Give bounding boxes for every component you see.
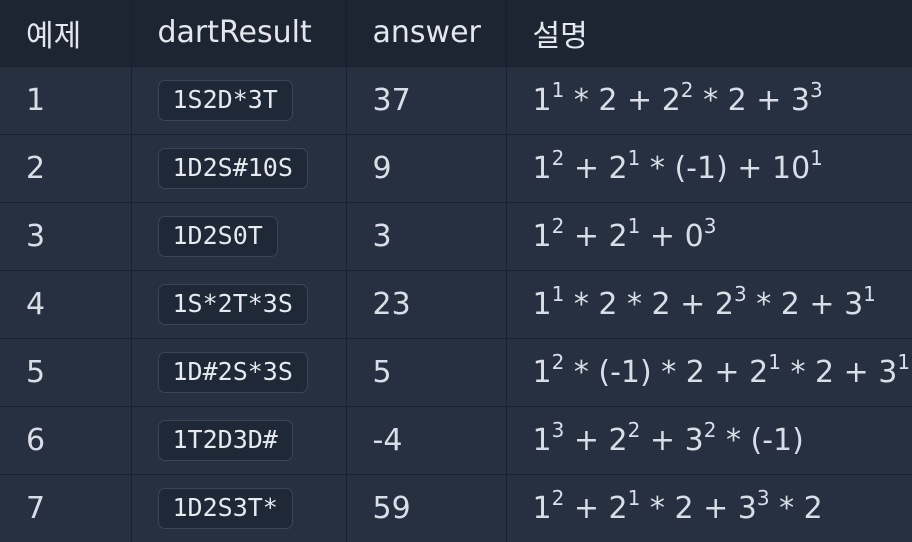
header-explanation: 설명 xyxy=(506,0,912,67)
explanation-formula: 12 + 21 * 2 + 33 * 2 xyxy=(532,485,823,526)
explanation-formula: 13 + 22 + 32 * (-1) xyxy=(532,417,804,458)
example-number: 6 xyxy=(0,406,132,475)
exponent: 3 xyxy=(756,485,770,510)
exponent: 2 xyxy=(551,213,565,238)
example-number: 1 xyxy=(0,66,132,135)
example-number: 2 xyxy=(0,134,132,203)
exponent: 1 xyxy=(863,281,876,306)
dart-result-cell: 1D2S0T xyxy=(131,202,347,271)
dart-result-cell: 1D#2S*3S xyxy=(131,338,347,407)
exponent: 3 xyxy=(733,281,747,306)
exponent: 1 xyxy=(551,281,565,306)
exponent: 1 xyxy=(551,77,565,102)
explanation: 13 + 22 + 32 * (-1) xyxy=(506,406,912,475)
header-example: 예제 xyxy=(0,0,132,67)
exponent: 2 xyxy=(703,417,717,442)
exponent: 2 xyxy=(680,77,694,102)
dart-result-code: 1D2S0T xyxy=(157,215,278,257)
explanation-formula: 12 + 21 * (-1) + 101 xyxy=(532,145,823,186)
exponent: 2 xyxy=(627,417,641,442)
explanation: 11 * 2 * 2 + 23 * 2 + 31 xyxy=(506,270,912,339)
dart-result-code: 1T2D3D# xyxy=(157,419,293,461)
dart-result-cell: 1S*2T*3S xyxy=(131,270,347,339)
dart-result-cell: 1S2D*3T xyxy=(131,66,347,135)
exponent: 1 xyxy=(810,145,823,170)
answer-value: 59 xyxy=(346,474,507,542)
dart-result-cell: 1D2S#10S xyxy=(131,134,347,203)
dart-result-code: 1D2S3T* xyxy=(157,487,293,529)
header-dart-result: dartResult xyxy=(131,0,347,67)
exponent: 2 xyxy=(551,349,565,374)
table-row: 5 1D#2S*3S 5 12 * (-1) * 2 + 21 * 2 + 31 xyxy=(0,338,912,407)
table-header-row: 예제 dartResult answer 설명 xyxy=(0,0,912,67)
header-answer: answer xyxy=(346,0,507,67)
table-row: 2 1D2S#10S 9 12 + 21 * (-1) + 101 xyxy=(0,134,912,203)
explanation: 12 + 21 * (-1) + 101 xyxy=(506,134,912,203)
exponent: 1 xyxy=(627,213,641,238)
answer-value: 23 xyxy=(346,270,507,339)
dart-result-code: 1S2D*3T xyxy=(157,79,293,121)
explanation-formula: 11 * 2 + 22 * 2 + 33 xyxy=(532,77,823,118)
answer-value: 37 xyxy=(346,66,507,135)
exponent: 1 xyxy=(627,145,641,170)
exponent: 3 xyxy=(551,417,565,442)
explanation: 12 * (-1) * 2 + 21 * 2 + 31 xyxy=(506,338,912,407)
explanation-formula: 12 * (-1) * 2 + 21 * 2 + 31 xyxy=(532,349,911,390)
exponent: 2 xyxy=(551,145,565,170)
dart-result-code: 1S*2T*3S xyxy=(157,283,308,325)
answer-value: 9 xyxy=(346,134,507,203)
explanation-formula: 11 * 2 * 2 + 23 * 2 + 31 xyxy=(532,281,876,322)
dart-result-code: 1D#2S*3S xyxy=(157,351,308,393)
explanation: 12 + 21 + 03 xyxy=(506,202,912,271)
explanation: 11 * 2 + 22 * 2 + 33 xyxy=(506,66,912,135)
exponent: 1 xyxy=(897,349,911,374)
exponent: 3 xyxy=(703,213,717,238)
answer-value: 3 xyxy=(346,202,507,271)
table-row: 7 1D2S3T* 59 12 + 21 * 2 + 33 * 2 xyxy=(0,474,912,542)
example-number: 3 xyxy=(0,202,132,271)
exponent: 2 xyxy=(551,485,565,510)
exponent: 3 xyxy=(810,77,823,102)
exponent: 1 xyxy=(627,485,641,510)
exponent: 1 xyxy=(768,349,781,374)
example-number: 4 xyxy=(0,270,132,339)
dart-result-code: 1D2S#10S xyxy=(157,147,308,189)
example-number: 5 xyxy=(0,338,132,407)
dart-result-cell: 1D2S3T* xyxy=(131,474,347,542)
table-row: 1 1S2D*3T 37 11 * 2 + 22 * 2 + 33 xyxy=(0,66,912,135)
table-row: 6 1T2D3D# -4 13 + 22 + 32 * (-1) xyxy=(0,406,912,475)
answer-value: -4 xyxy=(346,406,507,475)
answer-value: 5 xyxy=(346,338,507,407)
table-row: 3 1D2S0T 3 12 + 21 + 03 xyxy=(0,202,912,271)
table-row: 4 1S*2T*3S 23 11 * 2 * 2 + 23 * 2 + 31 xyxy=(0,270,912,339)
dart-result-cell: 1T2D3D# xyxy=(131,406,347,475)
explanation: 12 + 21 * 2 + 33 * 2 xyxy=(506,474,912,542)
explanation-formula: 12 + 21 + 03 xyxy=(532,213,717,254)
example-number: 7 xyxy=(0,474,132,542)
